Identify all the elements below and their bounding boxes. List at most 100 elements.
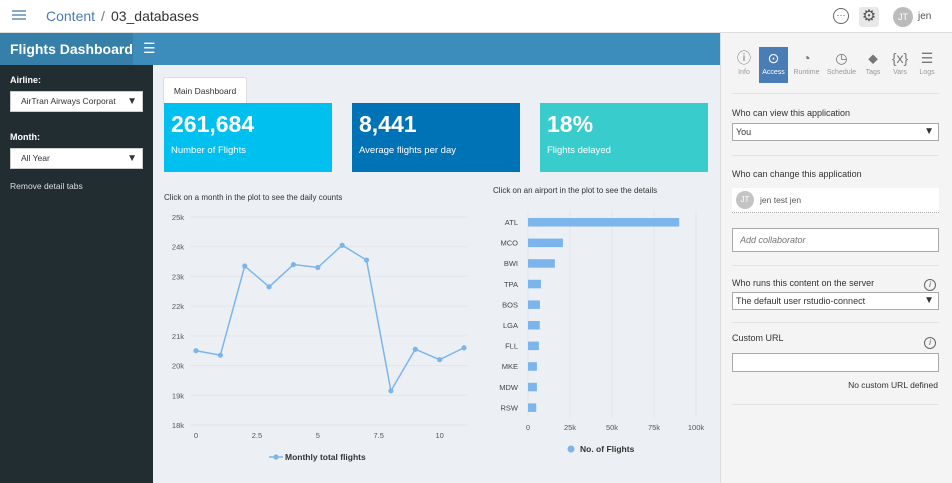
y-tick-label: MCO	[501, 239, 519, 248]
airline-label: Airline:	[10, 75, 42, 85]
x-tick-label: 75k	[648, 423, 660, 432]
bar	[528, 259, 555, 268]
bar	[528, 403, 537, 412]
bar	[528, 238, 563, 248]
value: 18%	[547, 111, 594, 137]
data-point	[461, 345, 467, 351]
tab-label: Access	[762, 69, 785, 76]
info-icon: ⓘ	[737, 50, 751, 66]
label: Average flights per day	[359, 145, 456, 156]
x-tick-label: 2.5	[252, 431, 262, 440]
tab-tags[interactable]: ⬥ Tags	[860, 47, 886, 83]
bar	[528, 382, 537, 392]
bar-chart-title: Click on an airport in the plot to see t…	[493, 186, 658, 195]
series-line	[195, 244, 465, 393]
y-tick-label: ATL	[505, 218, 518, 227]
info-icon[interactable]: i	[924, 337, 936, 349]
line-chart-title: Click on a month in the plot to see the …	[164, 193, 343, 202]
lock-icon: ⊙	[767, 50, 780, 66]
x-tick-label: 0	[194, 431, 198, 440]
menu-icon[interactable]	[12, 10, 26, 20]
data-point	[193, 348, 199, 354]
divider	[732, 265, 939, 266]
legend-label: No. of Flights	[580, 444, 635, 454]
logs-icon: ☰	[920, 50, 934, 66]
y-tick-label: LGA	[503, 321, 518, 330]
y-tick-label: TPA	[504, 280, 518, 289]
charts: 18k 19k 20k 21k 22k 23k 24k 25k 0 2.5 5 7.5 10 Monthl…	[172, 211, 705, 462]
x-tick-label: 10	[435, 431, 443, 440]
value: 8,441	[359, 111, 417, 137]
runs-select[interactable]: The default user rstudio-connect ▼	[732, 292, 939, 310]
view-select[interactable]: You ▼	[732, 123, 939, 141]
data-point	[437, 357, 443, 363]
more-icon[interactable]: ···	[833, 8, 849, 24]
x-tick-label: 25k	[564, 423, 576, 432]
y-tick-label: 24k	[172, 243, 184, 252]
value-box-avg: 8,441 Average flights per day	[352, 103, 520, 172]
tab-runtime[interactable]: ◔ Runtime	[790, 47, 823, 83]
collaborator-row: JT jen test jen	[732, 188, 939, 213]
tab-label: Vars	[893, 69, 907, 76]
month-select[interactable]: All Year ▼	[10, 148, 143, 169]
y-tick-label: BOS	[502, 300, 518, 309]
x-tick-label: 7.5	[374, 431, 384, 440]
airline-select[interactable]: AirTran Airways Corporat ▼	[10, 91, 143, 112]
user-name[interactable]: jen	[918, 11, 932, 22]
bar	[528, 321, 540, 330]
tab-schedule[interactable]: ◷ Schedule	[825, 47, 858, 83]
gauge-icon: ◔	[802, 50, 811, 66]
y-tick-label: RSW	[501, 403, 519, 412]
data-point	[217, 352, 223, 358]
x-tick-label: 0	[526, 423, 530, 432]
y-tick-label: 18k	[172, 421, 184, 430]
settings-panel	[720, 33, 952, 483]
avatar[interactable]: JT	[893, 7, 913, 27]
runs-value: The default user rstudio-connect	[736, 296, 866, 306]
tab-label: Runtime	[793, 69, 820, 76]
dashboard-title: Flights Dashboard	[0, 33, 133, 65]
change-label: Who can change this application	[732, 169, 862, 179]
tab-logs[interactable]: ☰ Logs	[914, 47, 940, 83]
legend-marker	[273, 454, 279, 460]
label: Number of Flights	[171, 145, 246, 156]
info-icon[interactable]: i	[924, 279, 936, 291]
y-tick-label: 23k	[172, 272, 184, 281]
legend-marker	[567, 445, 575, 453]
top-bar	[0, 0, 952, 33]
chevron-down-icon: ▼	[127, 96, 137, 107]
tab-main-dashboard[interactable]: Main Dashboard	[163, 77, 247, 104]
tab-info[interactable]: ⓘ Info	[731, 47, 757, 83]
custom-url-input[interactable]	[732, 353, 939, 372]
bar	[528, 279, 541, 289]
data-point	[388, 388, 394, 394]
runs-label: Who runs this content on the server	[732, 278, 875, 288]
bar	[528, 341, 539, 351]
tab-access[interactable]: ⊙ Access	[759, 47, 788, 83]
variables-icon: {x}	[891, 50, 909, 66]
y-tick-label: MDW	[499, 383, 519, 392]
data-point	[363, 257, 370, 263]
breadcrumb-separator: /	[101, 8, 105, 24]
sidebar-toggle-icon[interactable]: ☰	[143, 40, 156, 56]
breadcrumb: Content / 03_databases	[46, 8, 199, 24]
tab-vars[interactable]: {x} Vars	[888, 47, 912, 83]
bar	[528, 218, 680, 227]
value-box-delayed: 18% Flights delayed	[540, 103, 708, 172]
tab-label: Schedule	[826, 69, 857, 76]
breadcrumb-current: 03_databases	[110, 8, 199, 24]
collaborator-avatar: JT	[736, 191, 754, 209]
data-point	[266, 284, 272, 290]
divider	[732, 93, 939, 94]
add-collaborator-input[interactable]	[732, 228, 939, 252]
view-label: Who can view this application	[732, 108, 851, 118]
x-tick-label: 100k	[688, 423, 705, 432]
tab-label: Info	[738, 69, 750, 76]
gear-icon[interactable]: ⚙	[859, 7, 879, 27]
label: Flights delayed	[547, 145, 611, 156]
view-value: You	[736, 127, 752, 137]
breadcrumb-content-link[interactable]: Content	[46, 8, 96, 24]
y-tick-label: FLL	[505, 342, 518, 351]
remove-detail-tabs-link[interactable]: Remove detail tabs	[10, 181, 83, 191]
y-tick-label: MKE	[502, 362, 518, 371]
